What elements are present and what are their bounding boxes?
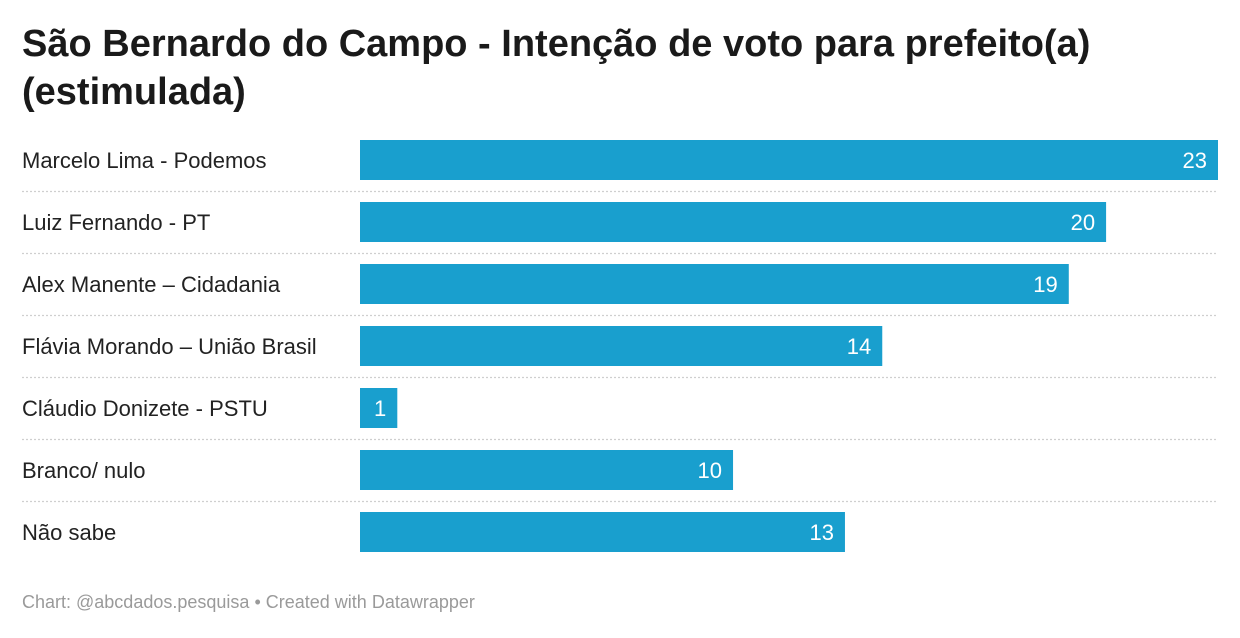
created-with-link[interactable]: Created with Datawrapper — [265, 592, 475, 612]
bar — [360, 388, 398, 428]
category-label: Não sabe — [22, 520, 116, 545]
bar — [360, 326, 883, 366]
category-label: Branco/ nulo — [22, 458, 146, 483]
bar — [360, 450, 734, 490]
category-label: Alex Manente – Cidadania — [22, 272, 281, 297]
footer-separator: • — [254, 592, 261, 612]
value-label: 14 — [847, 334, 871, 359]
category-label: Cláudio Donizete - PSTU — [22, 396, 268, 421]
bar — [360, 202, 1107, 242]
value-label: 13 — [809, 520, 833, 545]
chart-title: São Bernardo do Campo - Intenção de voto… — [22, 23, 1091, 113]
bar — [360, 264, 1069, 304]
chart-credit: Chart: @abcdados.pesquisa — [22, 592, 250, 612]
category-label: Marcelo Lima - Podemos — [22, 148, 267, 173]
value-label: 19 — [1033, 272, 1057, 297]
bar — [360, 512, 845, 552]
category-label: Luiz Fernando - PT — [22, 210, 210, 235]
chart-footer: Chart: @abcdados.pesquisa • Created with… — [22, 592, 475, 613]
value-label: 1 — [374, 396, 386, 421]
value-label: 20 — [1071, 210, 1095, 235]
category-label: Flávia Morando – União Brasil — [22, 334, 317, 359]
value-label: 10 — [698, 458, 722, 483]
value-label: 23 — [1183, 148, 1207, 173]
bar — [360, 140, 1218, 180]
